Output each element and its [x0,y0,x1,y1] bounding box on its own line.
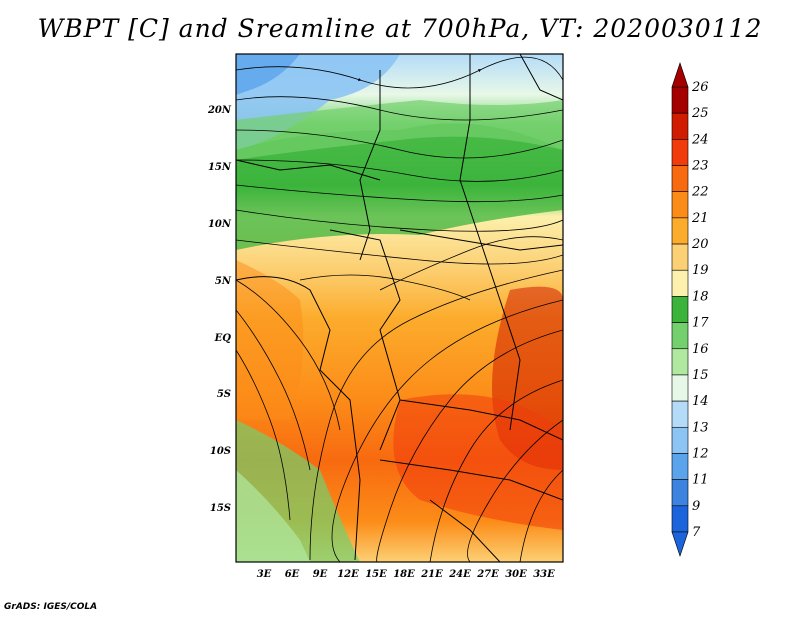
colorbar-swatch [671,505,689,533]
country-borders [236,54,563,562]
lat-label: EQ [214,333,232,344]
colorbar-label: 17 [692,316,709,331]
lat-label: 10S [210,446,231,457]
colorbar-swatch [671,479,689,507]
lat-label: 15N [208,162,232,173]
colorbar-label: 15 [692,368,709,383]
lat-axis: 20N 15N 10N 5N EQ 5S 10S 15S [207,105,232,514]
lon-label: 30E [505,569,527,580]
colorbar-label: 25 [691,106,709,121]
lat-label: 10N [208,219,232,230]
lon-label: 21E [420,569,443,580]
colorbar-label: 9 [692,499,700,514]
map-frame [235,53,564,563]
colorbar-swatch [671,348,689,376]
lat-label: 20N [207,105,232,116]
colorbar-bottom-triangle [671,531,689,557]
colorbar-top-triangle [671,62,689,88]
colorbar-swatch [671,374,689,402]
colorbar-swatch [671,426,689,454]
colorbar-label: 18 [692,289,709,304]
colorbar-label: 16 [692,342,709,357]
lon-label: 6E [285,569,300,580]
wbpt-field [236,54,563,562]
colorbar-swatch [671,400,689,428]
lat-label: 5S [217,389,231,400]
lon-label: 33E [533,569,555,580]
lon-label: 12E [337,569,359,580]
colorbar-label: 7 [692,525,701,540]
streamlines [236,56,563,562]
colorbar-swatch [671,269,689,297]
colorbar-swatch [671,217,689,245]
lon-label: 15E [365,569,387,580]
lon-label: 24E [448,569,471,580]
colorbar-swatch [671,243,689,271]
colorbar-label: 11 [692,473,709,488]
colorbar-label: 26 [691,80,709,95]
map-title: WBPT [C] and Sreamline at 700hPa, VT: 20… [37,14,763,43]
lat-label: 15S [210,503,231,514]
colorbar-swatch [671,322,689,350]
lon-label: 18E [393,569,415,580]
lon-label: 27E [476,569,499,580]
lon-label: 9E [313,569,328,580]
colorbar-swatch [671,86,689,114]
colorbar-label: 24 [691,132,709,147]
colorbar-swatch [671,191,689,219]
colorbar-swatch [671,139,689,166]
colorbar-label: 23 [691,159,709,174]
colorbar-label: 13 [692,420,709,435]
colorbar-label: 21 [691,211,709,226]
colorbar: 26 25 24 23 22 21 20 19 18 17 16 15 14 13 12 11 9 7 [671,62,709,557]
colorbar-label: 20 [691,237,709,252]
colorbar-swatch [671,453,689,480]
colorbar-swatch [671,296,689,323]
lon-label: 3E [257,569,272,580]
colorbar-swatch [671,112,689,140]
lon-axis: 3E 6E 9E 12E 15E 18E 21E 24E 27E 30E 33E [257,569,555,580]
colorbar-label: 12 [692,446,709,461]
grads-credit: GrADS: IGES/COLA [4,602,98,612]
colorbar-label: 22 [691,185,709,200]
colorbar-label: 19 [692,263,709,278]
lat-label: 5N [215,276,232,287]
colorbar-swatch [671,165,689,193]
colorbar-label: 14 [692,394,709,409]
